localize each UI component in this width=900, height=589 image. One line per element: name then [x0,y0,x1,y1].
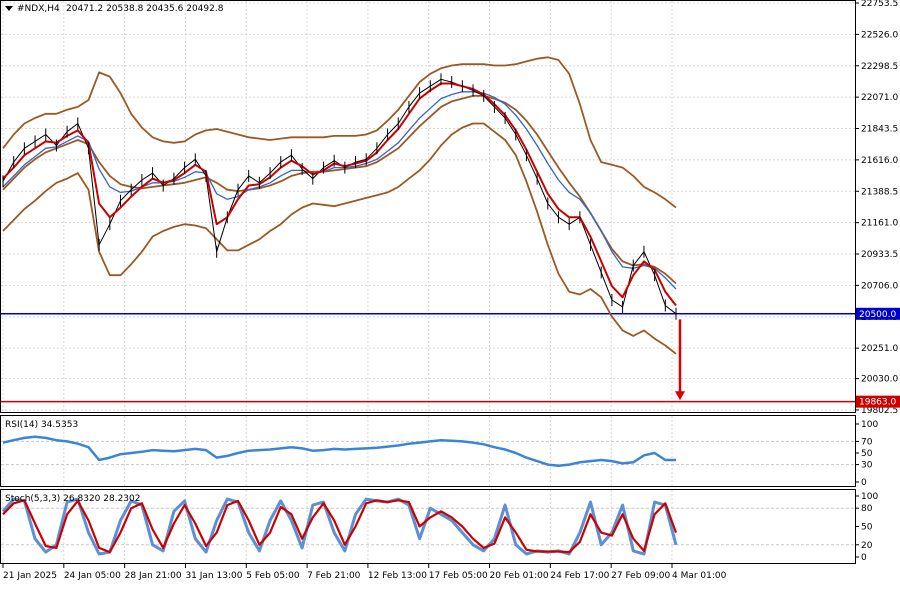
rsi-axis-label: 50 [861,449,873,459]
time-axis-label: 12 Feb 13:00 [368,571,427,581]
stoch-panel[interactable] [0,489,856,564]
rsi-axis-label: 0 [861,478,867,488]
price-series [2,56,685,401]
time-axis-label: 31 Jan 13:00 [185,571,242,581]
time-axis-label: 27 Feb 09:00 [611,571,670,581]
target-price-tag [856,395,900,408]
price-axis-label: 20030.0 [861,375,898,385]
bb-lower-line [2,122,677,355]
time-axis-label: 20 Feb 01:00 [490,571,549,581]
rsi-axis-label: 100 [861,420,878,430]
price-tags: 20500.0 19863.0 [856,307,900,408]
rsi-axis-label: 70 [861,437,873,447]
grid-lines [1,1,855,563]
price-axis-label: 21616.0 [861,156,898,166]
price-axis-label: 22298.5 [861,62,898,72]
stoch-axis-label: 100 [861,492,878,502]
price-axis-label: 22071.0 [861,93,898,103]
price-axis-label: 21161.0 [861,219,898,229]
time-axis-label: 28 Jan 21:00 [125,571,182,581]
bb-mid-line [2,95,677,285]
time-axis-label: 21 Jan 2025 [3,571,57,581]
horizontal-levels [1,313,855,403]
time-axis-label: 4 Mar 01:00 [672,571,727,581]
price-axis-label: 19802.5 [861,406,898,416]
price-axis-label: 22753.5 [861,0,898,9]
price-axis-label: 21843.5 [861,125,898,135]
rsi-line [2,435,676,468]
target-price-tag-label: 19863.0 [859,398,896,408]
time-axis-label: 7 Feb 21:00 [307,571,361,581]
ohlc-readout: 20471.2 20538.8 20435.6 20492.8 [66,4,224,14]
stoch-d-line [2,499,678,554]
price-axis-label: 20706.0 [861,281,898,291]
time-axis-label: 5 Feb 05:00 [246,571,300,581]
chart-menu-icon[interactable] [5,6,13,11]
stoch-label: Stoch(5,3,3) 26.8320 28.2302 [5,494,140,504]
stoch-axis-label: 20 [861,541,873,551]
price-axis-label: 22526.0 [861,30,898,40]
time-axis-label: 17 Feb 05:00 [429,571,488,581]
rsi-label: RSI(14) 34.5353 [5,420,78,430]
stoch-axis-label: 50 [861,523,873,533]
forecast-arrow-head [675,391,685,401]
bb-upper-line [2,56,677,209]
symbol-label: #NDX,H4 [17,4,60,14]
price-panel[interactable] [0,0,856,413]
support-price-tag-label: 20500.0 [859,310,896,320]
ema-fast-line [2,82,677,307]
price-axis-label: 20251.0 [861,344,898,354]
rsi-axis-label: 30 [861,461,873,471]
indicator-series [1,435,678,556]
time-axis-label: 24 Feb 17:00 [550,571,609,581]
price-axis-label: 21388.5 [861,187,898,197]
support-price-tag [856,307,900,320]
stoch-axis-label: 80 [861,504,873,514]
price-axis-label: 20933.5 [861,250,898,260]
ema-slow-line [2,91,677,290]
rsi-panel[interactable] [0,415,856,487]
time-axis-label: 24 Jan 05:00 [64,571,121,581]
stoch-axis-label: 0 [861,553,867,563]
